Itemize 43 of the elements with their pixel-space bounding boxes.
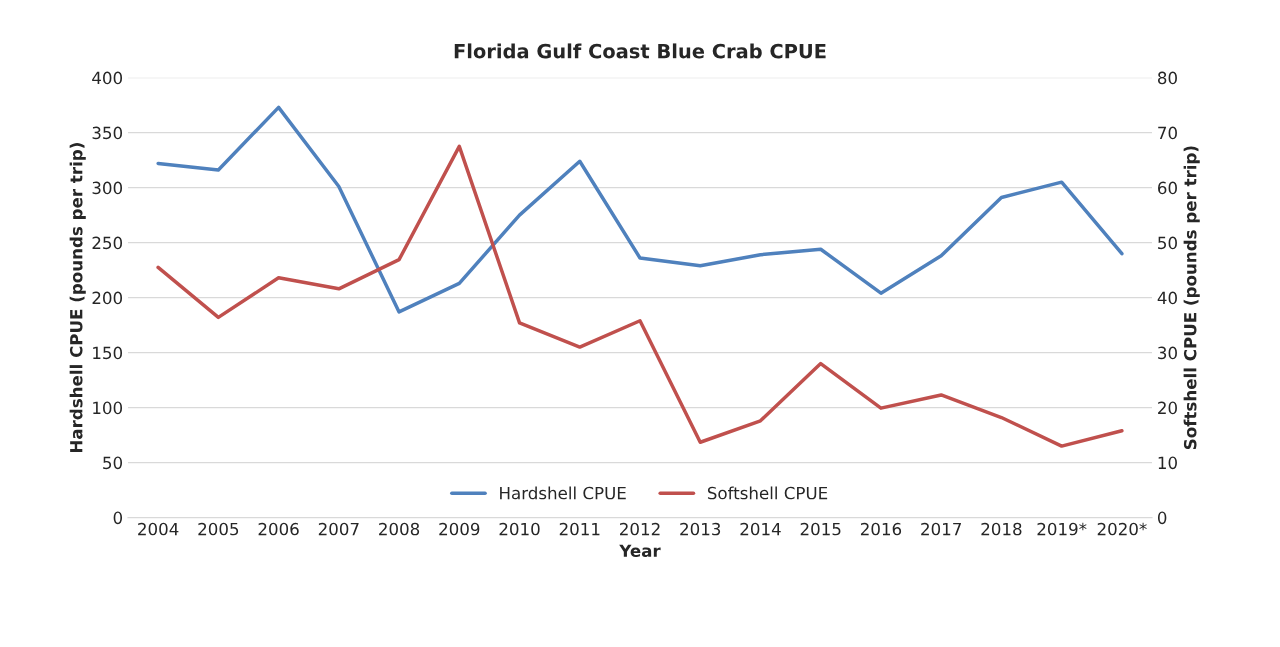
y-tick-label: 350 [92, 126, 123, 140]
y-tick-label: 250 [92, 236, 123, 250]
y2-tick-label: 10 [1158, 456, 1177, 470]
y2-tick-label: 30 [1158, 346, 1177, 360]
y2-tick-label: 0 [1157, 511, 1167, 525]
x-tick-label: 2015 [800, 522, 841, 536]
y-tick-label: 200 [92, 291, 123, 305]
x-tick-label: 2013 [680, 522, 721, 536]
y2-tick-label: 40 [1157, 291, 1177, 305]
x-tick-label: 2011 [559, 522, 600, 536]
y2-tick-label: 70 [1158, 126, 1177, 140]
y-tick-label: 150 [93, 346, 123, 360]
x-tick-label: 2010 [499, 522, 540, 536]
y2-tick-label: 20 [1158, 401, 1177, 415]
x-tick-label: 2009 [439, 522, 480, 536]
x-tick-label: 2019* [1037, 522, 1087, 536]
y-tick-label: 400 [92, 71, 123, 85]
y2-axis-title: Softshell CPUE (pounds per trip) [1183, 146, 1200, 450]
line-series [156, 144, 1124, 448]
legend-label: Hardshell CPUE [500, 486, 626, 500]
y-tick-label: 50 [103, 456, 123, 470]
x-tick-label: 2008 [379, 522, 420, 536]
y2-tick-label: 50 [1158, 236, 1177, 250]
x-tick-label: 2004 [138, 522, 179, 536]
x-tick-label: 2020* [1097, 522, 1147, 536]
y-tick-label: 100 [93, 401, 123, 415]
x-tick-label: 2016 [860, 522, 902, 536]
legend-label: Softshell CPUE [707, 486, 828, 500]
y2-tick-label: 80 [1157, 71, 1177, 85]
y-tick-label: 300 [92, 181, 123, 195]
x-tick-label: 2018 [981, 522, 1022, 536]
y-tick-label: 0 [113, 511, 123, 525]
x-tick-label: 2005 [198, 522, 239, 536]
x-tick-label: 2007 [318, 522, 359, 536]
line-series [156, 105, 1124, 314]
y2-tick-label: 60 [1158, 181, 1177, 195]
y-axis-title: Hardshell CPUE (pounds per trip) [69, 143, 86, 453]
chart-title: Florida Gulf Coast Blue Crab CPUE [454, 43, 826, 59]
x-tick-label: 2014 [740, 522, 781, 536]
x-tick-label: 2017 [921, 522, 961, 536]
x-tick-label: 2012 [620, 522, 660, 536]
x-tick-label: 2006 [258, 522, 299, 536]
x-axis-title: Year [619, 544, 661, 558]
